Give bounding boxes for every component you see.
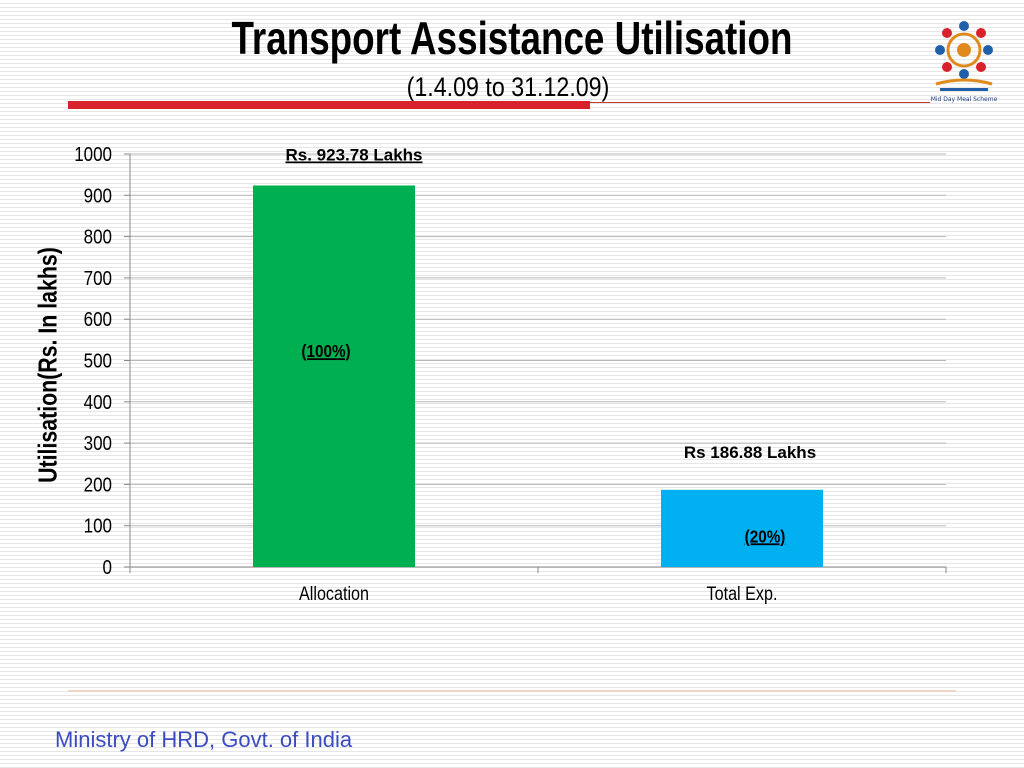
percent-data-label: (100%)	[301, 341, 350, 361]
percent-data-label: (20%)	[745, 526, 786, 546]
value-data-label: Rs. 923.78 Lakhs	[285, 145, 422, 164]
y-tick-label: 1000	[74, 143, 112, 166]
logo-caption: Mid Day Meal Scheme	[931, 96, 998, 103]
page-title: Transport Assistance Utilisation	[231, 12, 793, 64]
x-category-label: Total Exp.	[707, 583, 778, 605]
logo-book-icon	[935, 78, 993, 86]
y-tick-label: 200	[84, 473, 112, 496]
y-axis-label: Utilisation(Rs. In lakhs)	[32, 247, 63, 483]
title-underline-red	[68, 101, 590, 109]
y-tick-label: 0	[103, 556, 112, 579]
y-tick-label: 300	[84, 432, 112, 455]
y-tick-label: 100	[84, 514, 112, 537]
footer-ministry-text: Ministry of HRD, Govt. of India	[55, 727, 353, 752]
title-underline-thin	[590, 102, 930, 103]
y-tick-label: 400	[84, 390, 112, 413]
x-category-label: Allocation	[299, 583, 369, 605]
mid-day-meal-logo: Mid Day Meal Scheme	[931, 21, 998, 103]
y-tick-label: 600	[84, 308, 112, 331]
logo-script-line	[940, 88, 988, 91]
bar-total-exp	[661, 489, 823, 567]
y-tick-label: 800	[84, 225, 112, 248]
y-tick-label: 700	[84, 267, 112, 290]
y-axis-label-wrap: Utilisation(Rs. In lakhs)	[28, 230, 68, 500]
logo-people-ring-icon	[935, 21, 993, 79]
y-tick-label: 500	[84, 349, 112, 372]
bar-allocation	[253, 185, 415, 567]
footer-divider	[68, 690, 956, 692]
value-data-label: Rs 186.88 Lakhs	[684, 443, 816, 462]
date-range-subtitle: (1.4.09 to 31.12.09)	[406, 72, 610, 102]
y-tick-label: 900	[84, 184, 112, 207]
